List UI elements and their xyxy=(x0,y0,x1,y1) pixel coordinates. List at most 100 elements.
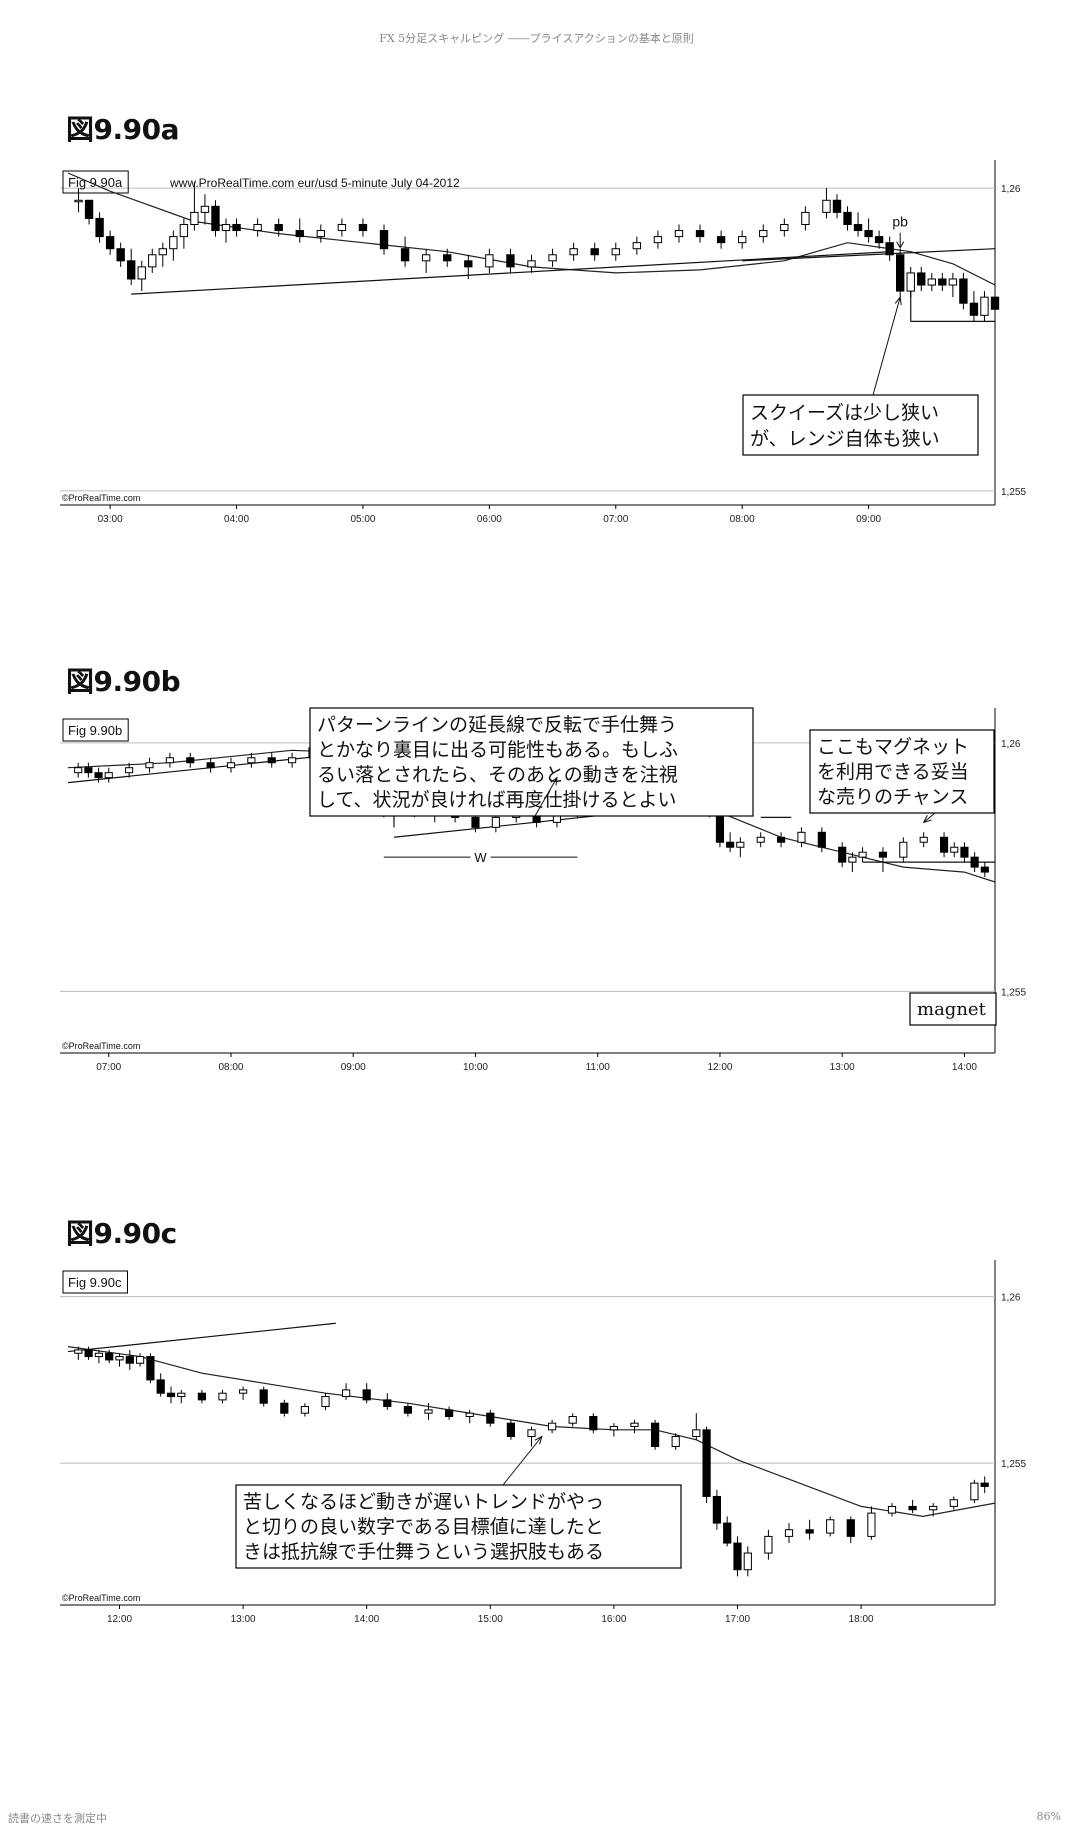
candle-body xyxy=(465,1412,474,1418)
candle-body xyxy=(221,223,231,232)
candle-body xyxy=(726,841,735,848)
candle-body xyxy=(702,1429,711,1497)
chart-watermark: ©ProRealTime.com xyxy=(62,1041,140,1051)
candle-body xyxy=(341,1389,351,1398)
candle-body xyxy=(94,1352,104,1358)
figure-heading-b: 図9.90b xyxy=(66,665,181,698)
trendline xyxy=(742,248,996,262)
time-tick-label: 05:00 xyxy=(350,514,375,525)
candle-body xyxy=(715,811,725,843)
candle-body xyxy=(177,1392,186,1398)
candle-body xyxy=(784,1529,794,1537)
callout-text-line: ここもマグネット xyxy=(817,736,969,758)
candle-body xyxy=(443,254,452,262)
candle-body xyxy=(104,772,113,779)
time-tick-label: 14:00 xyxy=(354,1614,379,1625)
candle-body xyxy=(165,757,174,764)
running-head: FX 5分足スキャルピング ――プライスアクションの基本と原則 xyxy=(379,32,694,45)
time-tick-label: 08:00 xyxy=(730,514,755,525)
candle-body xyxy=(211,205,220,232)
candle-body xyxy=(464,260,473,268)
chart-watermark: ©ProRealTime.com xyxy=(62,493,140,503)
candle-body xyxy=(759,230,768,238)
time-tick-label: 11:00 xyxy=(586,1062,611,1073)
candle-body xyxy=(116,248,125,262)
candle-body xyxy=(253,223,262,232)
candle-body xyxy=(125,1356,134,1364)
candle-body xyxy=(84,767,93,774)
candle-body xyxy=(145,762,154,769)
candle-body xyxy=(105,236,115,250)
candle-body xyxy=(321,1396,330,1408)
candle-body xyxy=(801,211,810,225)
candle-body xyxy=(259,1389,268,1404)
candle-body xyxy=(295,230,304,238)
candle-body xyxy=(736,841,745,848)
candle-body xyxy=(695,230,705,238)
candle-body xyxy=(95,217,104,238)
time-tick-label: 15:00 xyxy=(478,1614,503,1625)
candle-body xyxy=(805,1529,814,1534)
callout-arrow xyxy=(872,297,901,396)
candle-body xyxy=(486,1412,495,1424)
time-tick-label: 16:00 xyxy=(601,1614,626,1625)
candle-body xyxy=(969,302,979,316)
candle-body xyxy=(887,1505,897,1514)
callout-arrow xyxy=(923,812,936,823)
candle-body xyxy=(899,841,908,858)
candle-body xyxy=(919,836,928,843)
candle-body xyxy=(267,757,276,764)
candle-body xyxy=(896,254,905,292)
candle-body xyxy=(485,254,494,268)
candle-body xyxy=(471,816,480,828)
candle-body xyxy=(940,836,949,853)
price-tick-label: 1,26 xyxy=(1001,184,1021,195)
candle-body xyxy=(179,223,189,238)
candlestick-chart-c: 1,26 1,255 12:00 13:00 14:00 15:00 16:00 17:00 1… xyxy=(60,1260,1026,1625)
candle-body xyxy=(84,199,94,219)
candle-body xyxy=(403,1406,413,1414)
candle-body xyxy=(127,260,136,280)
candle-body xyxy=(970,1482,979,1501)
candle-body xyxy=(226,762,236,769)
candle-body xyxy=(169,236,178,250)
candle-body xyxy=(548,254,557,262)
chart-panel-c: 1,26 1,255 12:00 13:00 14:00 15:00 16:00 17:00 1… xyxy=(60,1260,1060,1635)
chart-watermark: ©ProRealTime.com xyxy=(62,1593,140,1603)
candle-body xyxy=(280,1402,289,1414)
callout-arrow xyxy=(534,777,558,817)
candlestick-chart-a: 1,26 1,255 03:00 04:00 05:00 06:00 07:00 08:00 0… xyxy=(60,160,1026,525)
candle-body xyxy=(316,230,326,238)
candle-body xyxy=(838,846,847,863)
reading-status: 読書の速さを測定中 xyxy=(8,1812,107,1825)
candle-body xyxy=(970,856,979,868)
candle-body xyxy=(737,236,747,244)
callout-text-line: 苦しくなるほど動きが遅いトレンドがやっ xyxy=(243,1491,604,1513)
candle-body xyxy=(84,1349,93,1358)
candle-body xyxy=(383,1399,392,1408)
candle-body xyxy=(74,1349,83,1354)
time-tick-label: 13:00 xyxy=(830,1062,855,1073)
candle-body xyxy=(723,1522,732,1544)
candle-body xyxy=(846,1519,855,1537)
candle-body xyxy=(950,846,959,853)
candle-body xyxy=(797,831,806,843)
callout-text-line: スクイーズは少し狭い xyxy=(750,402,939,424)
fig-label-box xyxy=(62,718,129,742)
candle-body xyxy=(980,866,989,873)
callout-text-line: きは抵抗線で手仕舞うという選択肢もある xyxy=(243,1541,604,1563)
candle-body xyxy=(671,1436,680,1447)
candle-body xyxy=(650,1422,660,1447)
candle-body xyxy=(959,278,968,304)
time-tick-label: 06:00 xyxy=(477,514,502,525)
time-tick-label: 18:00 xyxy=(849,1614,874,1625)
candle-body xyxy=(218,1392,227,1401)
candle-body xyxy=(780,223,789,232)
candle-body xyxy=(843,211,852,225)
candle-body xyxy=(853,223,863,232)
candle-body xyxy=(274,223,283,232)
chart-panel-b: 1,26 1,255 07:00 08:00 09:00 10:00 11:00 12:00 1… xyxy=(60,707,1060,1083)
trendline xyxy=(67,1322,336,1353)
candle-body xyxy=(568,1416,577,1424)
candle-body xyxy=(826,1519,835,1534)
